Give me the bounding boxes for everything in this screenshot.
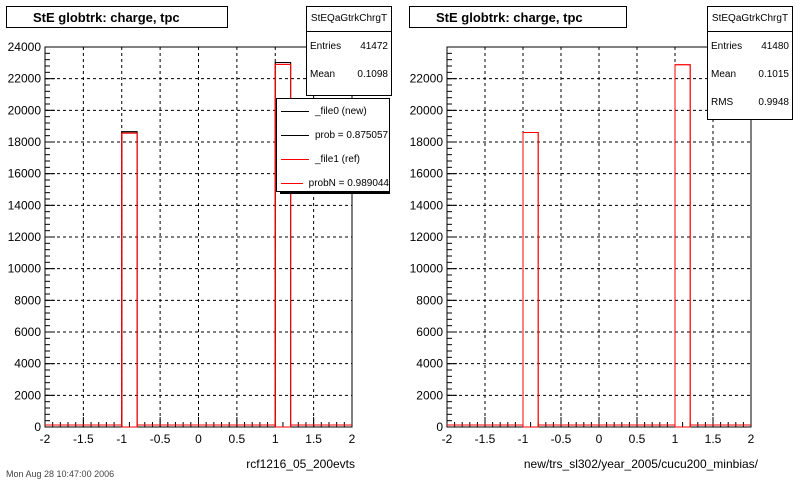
x-tick-label: 0 [195,432,202,446]
histogram-bin [121,131,138,428]
y-tick-label: 4000 [14,357,41,371]
stats-value: 0.1015 [758,68,789,80]
y-tick-label: 10000 [8,262,42,276]
y-tick-label: 18000 [410,135,444,149]
x-tick-label: -2 [40,432,51,446]
x-tick-label: -2 [442,432,453,446]
stats-value: 0.1098 [357,68,388,80]
legend-item: _file1 (ref) [277,147,389,171]
x-tick-label: 1 [672,432,679,446]
stats-name-right: StEQaGtrkChrgT [708,7,792,32]
stats-box-left: StEQaGtrkChrgT Entries 41472 Mean 0.1098 [306,6,392,96]
histogram-plot-right: -2 -1.5 -1 -0.5 0 0.5 1 1.5 2 0 2000 4000 6000 8000 10… [410,46,755,446]
y-tick-label: 12000 [8,230,42,244]
histogram-bin [274,63,292,428]
x-tick-label: -1 [518,432,529,446]
histogram-bin [522,132,539,428]
legend-swatch [281,182,303,184]
stats-value: 0.9948 [758,96,789,108]
legend-swatch [281,134,309,136]
y-tick-label: 20000 [8,103,42,117]
histogram-panel-left: -2 -1.5 -1 -0.5 0 0.5 1 1.5 2 0 2000 4000 6000 8000 10… [6,6,392,479]
y-tick-label: 20000 [410,103,444,117]
y-tick-label: 8000 [14,293,41,307]
x-tick-label: 0.5 [229,432,246,446]
stats-value: 41472 [360,40,388,52]
x-tick-label: 2 [349,432,356,446]
y-tick-label: 0 [436,420,443,434]
y-tick-label: 14000 [8,198,42,212]
stats-row-entries-left: Entries 41472 [307,32,391,60]
chart-title-right: StE globtrk: charge, tpc [409,6,627,28]
x-tick-label: 0 [596,432,603,446]
stats-box-right: StEQaGtrkChrgT Entries 41480 Mean 0.1015… [707,6,793,120]
histogram-series-line [447,64,751,426]
histogram-plot-left: -2 -1.5 -1 -0.5 0 0.5 1 1.5 2 0 2000 4000 6000 8000 10… [8,40,356,446]
chart-title-left: StE globtrk: charge, tpc [6,6,228,28]
legend-item: prob = 0.875057 [277,123,389,147]
stats-label: RMS [711,96,734,108]
y-tick-label: 0 [34,420,41,434]
stats-label: Mean [310,68,336,80]
legend-label: _file0 (new) [315,105,367,117]
y-tick-label: 22000 [8,72,42,86]
stats-row-entries-right: Entries 41480 [708,32,792,60]
x-tick-label: -1 [116,432,127,446]
timestamp-footer: Mon Aug 28 10:47:00 2006 [6,469,115,479]
y-tick-label: 8000 [416,293,443,307]
stats-label: Entries [711,40,743,52]
stats-name-left: StEQaGtrkChrgT [307,7,391,32]
legend-box: _file0 (new) prob = 0.875057 _file1 (ref… [276,98,390,192]
legend-item: probN = 0.989044 [277,171,389,191]
stats-row-mean-right: Mean 0.1015 [708,60,792,88]
y-tick-label: 16000 [410,167,444,181]
y-tick-label: 24000 [8,40,42,54]
x-axis-label-right: new/trs_sl302/year_2005/cucu200_minbias/ [523,457,758,471]
y-tick-label: 6000 [14,325,41,339]
y-tick-label: 10000 [410,262,444,276]
histogram-bin [121,132,138,428]
x-tick-label: 0.5 [629,432,646,446]
y-tick-label: 2000 [14,388,41,402]
y-tick-label: 4000 [416,357,443,371]
legend-shadow [280,190,390,194]
legend-item: _file0 (new) [277,99,389,123]
y-tick-label: 22000 [410,72,444,86]
y-tick-label: 2000 [416,388,443,402]
stats-row-rms-right: RMS 0.9948 [708,88,792,116]
y-tick-label: 12000 [410,230,444,244]
x-tick-label: -0.5 [150,432,171,446]
legend-label: probN = 0.989044 [308,177,389,189]
x-tick-label: 1.5 [705,432,722,446]
x-tick-label: -0.5 [551,432,572,446]
legend-label: prob = 0.875057 [315,129,389,141]
stats-value: 41480 [761,40,789,52]
stats-label: Mean [711,68,737,80]
histogram-panel-right: -2 -1.5 -1 -0.5 0 0.5 1 1.5 2 0 2000 4000 6000 8000 10… [400,0,800,480]
x-tick-label: 1.5 [305,432,322,446]
x-axis-label-left: rcf1216_05_200evts [246,457,355,471]
x-tick-label: -1.5 [475,432,496,446]
y-tick-label: 18000 [8,135,42,149]
y-tick-label: 16000 [8,167,42,181]
histogram-bin [674,64,691,428]
x-tick-label: 1 [272,432,279,446]
legend-label: _file1 (ref) [315,153,361,165]
x-tick-label: -1.5 [73,432,94,446]
stats-row-mean-left: Mean 0.1098 [307,60,391,88]
y-tick-label: 14000 [410,198,444,212]
y-tick-label: 6000 [416,325,443,339]
legend-swatch [281,158,309,160]
legend-swatch [281,110,309,112]
stats-label: Entries [310,40,342,52]
x-tick-label: 2 [748,432,755,446]
